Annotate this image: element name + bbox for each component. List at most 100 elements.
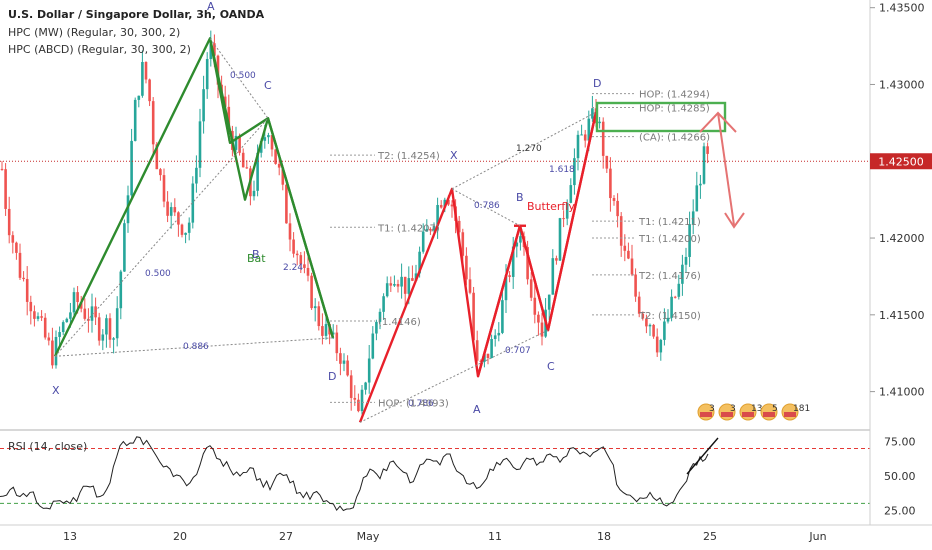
candle-body xyxy=(241,152,245,168)
ratio-red-1: 1.270 xyxy=(516,144,542,154)
candle-body xyxy=(119,271,123,309)
candle-body xyxy=(612,198,616,201)
rsi-tick-label: 25.00 xyxy=(884,504,916,517)
candle-body xyxy=(371,333,375,359)
candle-body xyxy=(360,389,364,412)
level-label-left: T1: (1.4207) xyxy=(377,223,440,234)
candle-body xyxy=(151,101,155,145)
candle-body xyxy=(663,321,666,340)
time-tick-label: 25 xyxy=(703,530,717,543)
ratio-green-3: 0.886 xyxy=(183,342,209,352)
candle-body xyxy=(141,62,144,96)
candle-body xyxy=(699,183,702,186)
candle-body xyxy=(310,275,313,309)
candle-body xyxy=(475,340,479,361)
candle-body xyxy=(652,324,655,337)
candle-body xyxy=(429,228,432,231)
rsi-tick-label: 75.00 xyxy=(884,436,916,449)
level-label-left: HOP: (1.4093) xyxy=(378,398,449,409)
candle-body xyxy=(7,208,11,236)
rsi-tick-label: 50.00 xyxy=(884,470,916,483)
event-count: 3 xyxy=(730,404,736,414)
candle-body xyxy=(677,283,681,297)
candle-body xyxy=(274,149,277,164)
candle-body xyxy=(637,296,641,314)
candle-body xyxy=(25,279,29,302)
candle-body xyxy=(461,232,465,256)
candle-body xyxy=(69,312,72,319)
rsi-pane[interactable] xyxy=(0,436,870,512)
candle-body xyxy=(166,201,169,216)
candle-body xyxy=(659,339,663,353)
rsi-trendline xyxy=(686,437,719,475)
label-red-d: D xyxy=(593,77,601,90)
harmonic-patterns: X A B C D Bat 0.500 0.500 0.886 2.24 X A B C D Butterfl… xyxy=(52,0,601,423)
candle-body xyxy=(619,216,623,246)
event-markers[interactable]: 3 3 13 5 181 xyxy=(697,403,810,421)
candle-body xyxy=(407,278,411,294)
event-count: 13 xyxy=(751,404,762,414)
candle-body xyxy=(72,292,76,313)
time-tick-label: 27 xyxy=(279,530,293,543)
price-axis[interactable]: 1.43500 1.43000 1.42500 1.42000 1.41500 1.410… xyxy=(869,0,932,525)
price-pane[interactable]: X A B C D Bat 0.500 0.500 0.886 2.24 X A B C D Butterfl… xyxy=(0,0,870,430)
candle-body xyxy=(385,283,389,297)
candle-body xyxy=(375,321,378,334)
candle-body xyxy=(335,332,339,354)
label-butterfly: Butterfly xyxy=(527,200,575,213)
candle-body xyxy=(519,236,522,243)
candle-body xyxy=(605,155,609,169)
candle-body xyxy=(508,275,511,277)
green-ac-dotted xyxy=(209,38,269,119)
ratio-green-2: 0.500 xyxy=(145,269,171,279)
candle-body xyxy=(418,251,421,274)
candle-body xyxy=(465,255,468,280)
candle-body xyxy=(317,306,321,327)
candle-body xyxy=(623,245,627,251)
label-green-b: B xyxy=(252,248,260,261)
candle-body xyxy=(346,360,349,376)
chart-title[interactable]: U.S. Dollar / Singapore Dollar, 3h, OAND… xyxy=(8,8,265,21)
candle-body xyxy=(295,253,299,256)
candle-body xyxy=(490,338,493,359)
candle-body xyxy=(382,296,385,312)
red-abcd-line xyxy=(476,111,598,377)
green-xd-dotted xyxy=(54,337,334,357)
candle-body xyxy=(256,152,259,191)
level-label-right: T1: (1.4200) xyxy=(638,234,701,245)
candle-body xyxy=(58,332,61,337)
candle-body xyxy=(353,397,357,400)
candle-body xyxy=(558,218,562,261)
level-label-left: T2: (1.4254) xyxy=(377,151,440,162)
candle-body xyxy=(22,277,25,280)
level-label-right: T1: (1.4211) xyxy=(638,217,701,228)
indicator-abcd-label[interactable]: HPC (ABCD) (Regular, 30, 300, 2) xyxy=(8,43,191,56)
rsi-label[interactable]: RSI (14, close) xyxy=(8,440,88,453)
candle-body xyxy=(83,308,87,319)
candle-body xyxy=(551,258,555,295)
candle-body xyxy=(443,199,447,208)
candle-body xyxy=(324,324,328,336)
candle-body xyxy=(299,255,303,265)
candle-body xyxy=(285,184,288,224)
red-xc-dotted xyxy=(359,329,549,423)
candle-body xyxy=(173,207,177,213)
candle-body xyxy=(634,274,637,297)
green-xc-dotted xyxy=(54,117,269,357)
candle-body xyxy=(252,190,256,197)
time-axis[interactable]: 13 20 27 May 11 18 25 Jun xyxy=(0,524,932,543)
event-count: 3 xyxy=(709,404,715,414)
indicator-mw-label[interactable]: HPC (MW) (Regular, 30, 300, 2) xyxy=(8,26,181,39)
candle-body xyxy=(573,158,576,186)
candle-body xyxy=(11,235,15,243)
candle-body xyxy=(447,199,450,205)
candle-body xyxy=(43,317,47,338)
candle-body xyxy=(209,43,213,60)
label-green-d: D xyxy=(328,370,336,383)
candle-body xyxy=(76,292,79,303)
candle-body xyxy=(277,163,281,168)
candle-body xyxy=(655,336,659,353)
label-bat: Bat xyxy=(247,252,266,265)
price-tick-label: 1.43000 xyxy=(879,78,925,91)
